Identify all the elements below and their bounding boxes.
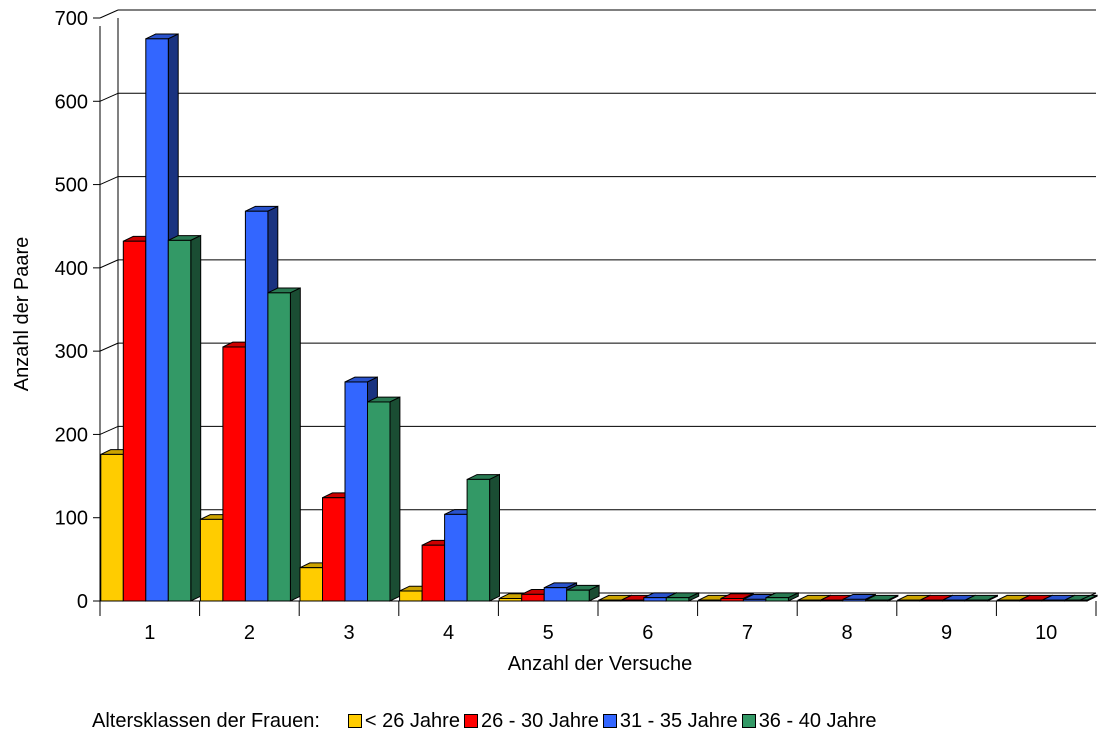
legend-label: 26 - 30 Jahre	[480, 709, 599, 732]
gridline-depth	[99, 92, 119, 102]
x-tick-label: 9	[941, 622, 952, 644]
bar-front	[521, 593, 545, 602]
bar-front	[421, 544, 446, 602]
bar-front	[543, 587, 568, 602]
gridline-depth	[99, 176, 119, 186]
bar-front	[100, 453, 124, 602]
x-tick-label: 3	[343, 622, 354, 644]
x-tick-label: 5	[543, 622, 554, 644]
bar	[167, 234, 202, 602]
legend-swatch	[741, 714, 756, 728]
gridline-depth	[99, 342, 119, 352]
bars	[100, 33, 1098, 602]
legend-label: < 26 Jahre	[364, 709, 460, 732]
bar-front	[367, 401, 391, 602]
legend-swatch	[347, 714, 362, 728]
bar	[466, 473, 500, 602]
bar-front	[199, 518, 224, 602]
bar-front	[322, 497, 346, 602]
bar	[566, 584, 600, 602]
x-tick-label: 7	[742, 622, 753, 644]
gridline-depth	[99, 259, 119, 269]
bar-front	[566, 589, 590, 602]
floor-edge	[1077, 592, 1097, 602]
x-tick-label: 2	[244, 622, 255, 644]
legend-item: 31 - 35 Jahre	[602, 709, 738, 733]
y-tick-label: 200	[55, 424, 88, 446]
legend-swatch	[463, 714, 478, 728]
legend: Altersklassen der Frauen: < 26 Jahre 26 -…	[92, 709, 881, 733]
bar-front	[222, 346, 246, 602]
x-tick-label: 6	[642, 622, 653, 644]
bar	[765, 592, 799, 602]
y-tick-label: 0	[77, 591, 88, 613]
bar-chart: 0 100 200 300 400 500 600 700 1 2 3 4 5 6 7 8 9 10 Anzahl…	[11, 8, 1098, 675]
bar	[267, 287, 301, 602]
bar-front	[344, 381, 368, 602]
axes: 0 100 200 300 400 500 600 700 1 2 3 4 5 6 7 8 9 10	[55, 8, 1097, 644]
x-tick-label: 8	[841, 622, 852, 644]
bar-front	[244, 210, 269, 602]
bar-side	[190, 234, 202, 602]
legend-label: 36 - 40 Jahre	[758, 709, 877, 732]
gridline-depth	[99, 425, 119, 435]
y-tick-label: 600	[55, 91, 88, 113]
y-axis-label: Anzahl der Paare	[11, 237, 33, 392]
bar-front	[267, 292, 291, 602]
bar-front	[466, 478, 491, 602]
y-tick-label: 100	[55, 508, 88, 530]
bar-front	[167, 239, 192, 602]
legend-item: < 26 Jahre	[347, 709, 460, 733]
bar-front	[299, 567, 323, 602]
bar-side	[489, 473, 500, 602]
y-tick-label: 500	[55, 175, 88, 197]
bar-front	[122, 240, 147, 602]
legend-swatch	[602, 714, 617, 728]
bar	[367, 396, 401, 602]
x-tick-label: 10	[1035, 622, 1057, 644]
bar-side	[289, 287, 301, 602]
legend-label: 31 - 35 Jahre	[619, 709, 738, 732]
x-axis-label: Anzahl der Versuche	[508, 653, 693, 675]
bar-side	[389, 396, 401, 602]
y-tick-label: 700	[55, 8, 88, 30]
bar-front	[145, 38, 169, 602]
bar-front	[444, 513, 468, 602]
y-tick-label: 400	[55, 258, 88, 280]
legend-items: < 26 Jahre 26 - 30 Jahre 31 - 35 Jahre 36 -…	[347, 709, 881, 733]
gridline-depth	[99, 9, 119, 19]
legend-title: Altersklassen der Frauen:	[92, 709, 320, 732]
x-tick-label: 1	[144, 622, 155, 644]
x-tick-label: 4	[443, 622, 454, 644]
legend-item: 26 - 30 Jahre	[463, 709, 599, 733]
legend-item: 36 - 40 Jahre	[741, 709, 877, 733]
bar-front	[399, 590, 423, 602]
y-tick-label: 300	[55, 341, 88, 363]
